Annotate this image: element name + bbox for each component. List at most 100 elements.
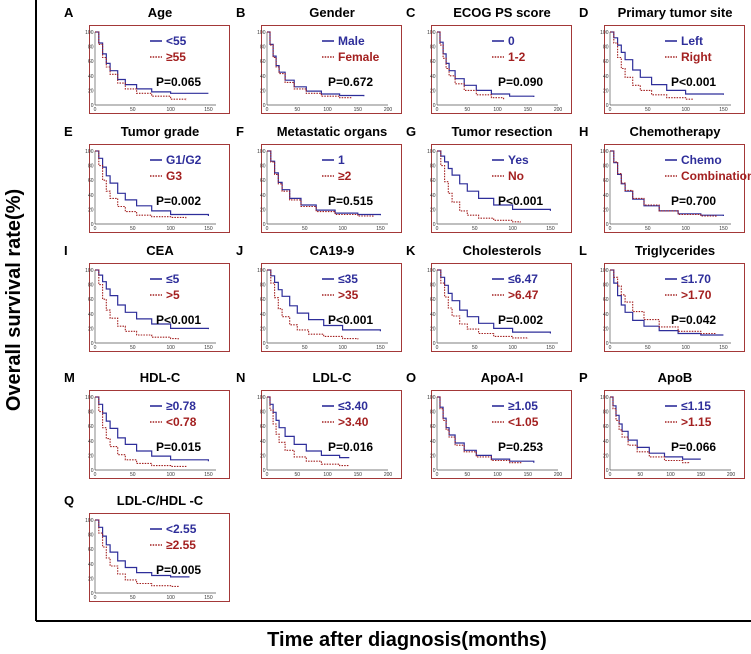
survival-curve-1 <box>267 269 381 332</box>
panel-m: M HDL-C 0 20 40 60 80 100 0 50 100 150 ≥0.78 <0.78 P=0… <box>64 370 230 479</box>
panel-i: I CEA 0 20 40 60 80 100 0 50 100 150 ≤5 >5 P<0.001 <box>64 243 230 352</box>
legend-label-1: ≤1.15 <box>681 399 711 413</box>
x-tick-label: 150 <box>354 107 363 113</box>
plot-frame <box>89 144 230 233</box>
y-tick-label: 100 <box>257 30 266 36</box>
x-tick-label: 100 <box>323 472 332 478</box>
y-tick-label: 0 <box>91 222 94 228</box>
plot-frame <box>604 144 745 233</box>
plot-frame <box>89 513 230 602</box>
survival-curve-2 <box>437 31 505 100</box>
panel-letter: E <box>64 124 73 139</box>
survival-curve-1 <box>95 269 209 330</box>
panel-l: L Triglycerides 0 20 40 60 80 100 0 50 100 150 ≤1.70… <box>579 243 745 352</box>
plot-frame <box>261 263 402 352</box>
y-tick-label: 40 <box>88 193 94 199</box>
y-tick-label: 40 <box>88 74 94 80</box>
x-tick-label: 50 <box>472 345 478 351</box>
plot-frame <box>431 144 572 233</box>
y-tick-label: 20 <box>603 207 609 213</box>
survival-curve-2 <box>437 269 529 339</box>
legend-label-2: <1.05 <box>508 415 539 429</box>
y-tick-label: 100 <box>427 395 436 401</box>
panel-q: Q LDL-C/HDL -C 0 20 40 60 80 100 0 50 100 150 <2.55 ≥… <box>64 493 230 602</box>
y-tick-label: 80 <box>430 164 436 170</box>
panel-title: Tumor grade <box>121 124 200 139</box>
y-tick-label: 20 <box>88 453 94 459</box>
legend-label-1: ≥0.78 <box>166 399 196 413</box>
y-tick-label: 40 <box>430 439 436 445</box>
plot-frame <box>604 390 745 479</box>
legend-label-2: ≥2.55 <box>166 538 196 552</box>
x-tick-label: 200 <box>554 107 563 113</box>
legend-label-2: <0.78 <box>166 415 197 429</box>
y-tick-label: 40 <box>430 74 436 80</box>
x-tick-label: 50 <box>130 226 136 232</box>
y-tick-label: 0 <box>606 103 609 109</box>
x-tick-label: 150 <box>524 472 533 478</box>
panel-title: Metastatic organs <box>277 124 388 139</box>
legend-label-2: G3 <box>166 169 182 183</box>
legend-label-1: G1/G2 <box>166 153 202 167</box>
y-tick-label: 60 <box>88 547 94 553</box>
legend-label-2: No <box>508 169 524 183</box>
x-tick-label: 50 <box>302 345 308 351</box>
legend-label-1: <55 <box>166 34 187 48</box>
x-tick-label: 0 <box>94 595 97 601</box>
x-tick-label: 100 <box>338 226 347 232</box>
panel-title: ApoB <box>658 370 693 385</box>
p-value: P<0.001 <box>671 75 716 89</box>
y-tick-label: 0 <box>433 103 436 109</box>
legend-label-2: >1.15 <box>681 415 712 429</box>
y-tick-label: 20 <box>603 88 609 94</box>
y-tick-label: 60 <box>603 59 609 65</box>
panel-title: Cholesterols <box>463 243 542 258</box>
panel-letter: I <box>64 243 68 258</box>
survival-curve-1 <box>95 519 190 578</box>
x-tick-label: 100 <box>681 107 690 113</box>
legend-label-1: <2.55 <box>166 522 197 536</box>
x-tick-label: 200 <box>554 472 563 478</box>
panel-g: G Tumor resection 0 20 40 60 80 100 0 50 100 150 Yes… <box>406 124 572 233</box>
y-tick-label: 40 <box>88 562 94 568</box>
y-tick-label: 60 <box>88 297 94 303</box>
panel-o: O ApoA-I 0 20 40 60 80 100 0 50 100 150 200 ≥1.05 <1.0… <box>406 370 572 479</box>
y-tick-label: 20 <box>88 207 94 213</box>
panel-title: CEA <box>146 243 174 258</box>
survival-curve-2 <box>95 150 187 219</box>
plot-frame <box>604 263 745 352</box>
panel-letter: F <box>236 124 244 139</box>
legend-label-1: Left <box>681 34 703 48</box>
y-tick-label: 100 <box>600 30 609 36</box>
x-tick-label: 100 <box>166 226 175 232</box>
panel-title: Chemotherapy <box>629 124 721 139</box>
x-tick-label: 50 <box>464 472 470 478</box>
y-tick-label: 100 <box>85 268 94 274</box>
y-tick-label: 40 <box>603 312 609 318</box>
y-tick-label: 100 <box>85 30 94 36</box>
panel-f: F Metastatic organs 0 20 40 60 80 100 0 50 100 150 1… <box>236 124 402 233</box>
x-tick-label: 0 <box>436 226 439 232</box>
panel-letter: G <box>406 124 416 139</box>
x-tick-label: 150 <box>546 226 555 232</box>
panel-title: LDL-C <box>313 370 353 385</box>
panel-title: Gender <box>309 5 355 20</box>
y-tick-label: 0 <box>91 341 94 347</box>
plot-frame <box>89 25 230 114</box>
x-tick-label: 0 <box>94 226 97 232</box>
x-tick-label: 150 <box>719 107 728 113</box>
x-tick-label: 50 <box>130 345 136 351</box>
survival-curve-2 <box>610 269 717 335</box>
x-tick-label: 100 <box>166 107 175 113</box>
x-tick-label: 50 <box>294 472 300 478</box>
plot-frame <box>261 390 402 479</box>
y-tick-label: 80 <box>88 283 94 289</box>
x-tick-label: 150 <box>204 595 213 601</box>
y-tick-label: 80 <box>260 410 266 416</box>
plot-frame <box>261 25 402 114</box>
y-tick-label: 80 <box>88 164 94 170</box>
survival-curve-1 <box>267 396 350 459</box>
y-tick-label: 40 <box>260 312 266 318</box>
x-tick-label: 0 <box>609 345 612 351</box>
survival-curve-2 <box>267 31 353 99</box>
